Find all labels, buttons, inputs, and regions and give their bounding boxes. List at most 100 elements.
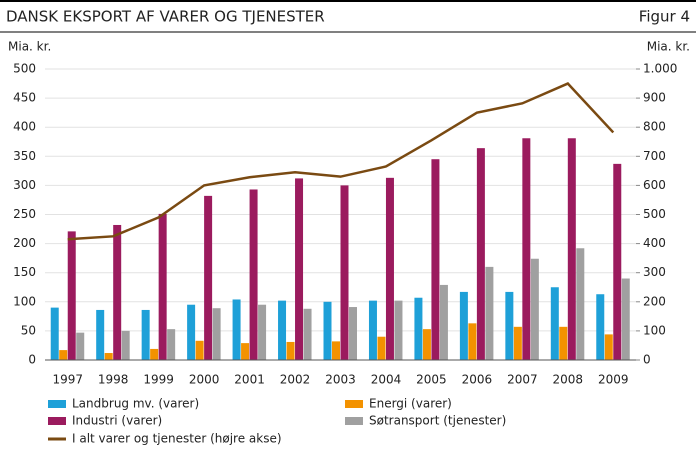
bar [232,299,241,360]
bar [530,258,539,360]
x-tick-label: 2003 [325,373,356,387]
x-tick-label: 2005 [416,373,447,387]
y-tick-label: 400 [13,120,36,134]
x-tick-label: 1997 [52,373,83,387]
legend-swatch [345,400,363,408]
bar [567,138,576,360]
bar [295,178,304,360]
total-line [67,82,615,241]
y2-tick-label: 200 [643,294,666,308]
bar [522,138,531,360]
bar [286,341,295,360]
legend-label: Landbrug mv. (varer) [72,397,199,411]
bar [67,231,76,360]
legend-swatch [48,400,66,408]
bar [559,326,568,360]
x-tick-label: 2000 [189,373,220,387]
bar [485,266,494,360]
x-tick-label: 2008 [553,373,584,387]
bar [187,304,196,360]
bar [76,332,85,360]
y-tick-label: 50 [21,323,36,337]
x-tick-label: 2006 [462,373,493,387]
bar [332,341,340,360]
chart-title: DANSK EKSPORT AF VARER OG TJENESTER [6,8,325,26]
y-tick-label: 300 [13,178,36,192]
bar [385,177,394,360]
bar [377,336,386,360]
bar [212,308,221,360]
legend-label: I alt varer og tjenester (højre akse) [72,432,282,446]
bar [303,308,312,360]
bar [204,195,213,360]
bar [513,326,522,360]
bar [550,287,559,360]
bar [113,224,122,360]
legend-swatch [48,417,66,425]
y2-tick-label: 300 [643,265,666,279]
bar [468,323,477,360]
bar [121,330,130,360]
y2-tick-label: 1.000 [643,62,677,76]
y2-tick-label: 100 [643,323,666,337]
bar [576,248,585,360]
x-tick-label: 2004 [371,373,402,387]
y2-axis-label: Mia. kr. [647,40,690,54]
y2-tick-label: 0 [643,353,651,367]
bar [249,189,258,360]
y-axis-label: Mia. kr. [8,40,51,54]
x-tick-label: 2001 [234,373,265,387]
bar [278,300,287,360]
legend-label: Industri (varer) [72,414,162,428]
y-tick-label: 150 [13,265,36,279]
bar [613,163,622,360]
x-tick-label: 1998 [98,373,129,387]
x-tick-label: 2002 [280,373,311,387]
y-tick-label: 100 [13,294,36,308]
bar [349,307,357,360]
figure-label: Figur 4 [639,8,690,26]
bar [141,309,150,360]
bar [459,291,468,360]
bar [604,334,613,360]
legend-label: Energi (varer) [369,397,452,411]
bar [59,350,68,360]
bar [422,329,431,360]
legend-swatch [345,417,363,425]
bar [150,348,159,360]
x-tick-label: 1999 [143,373,174,387]
bar [476,148,485,360]
bar [241,343,250,360]
y-tick-label: 350 [13,149,36,163]
y-tick-label: 500 [13,62,36,76]
bar [621,278,630,360]
y-tick-label: 200 [13,236,36,250]
legend-label: Søtransport (tjenester) [369,414,506,428]
x-tick-label: 2007 [507,373,538,387]
bar [368,300,377,360]
bar [195,340,204,360]
bar [394,300,403,360]
bar [505,291,514,360]
y2-tick-label: 900 [643,91,666,105]
bar [340,185,349,360]
bar [323,301,332,360]
bar [596,294,605,360]
y-tick-label: 0 [28,353,36,367]
y-tick-label: 250 [13,207,36,221]
y2-tick-label: 500 [643,207,666,221]
bar [439,284,448,360]
bar [158,213,167,360]
y2-tick-label: 800 [643,120,666,134]
bar [96,309,105,360]
bar [431,159,440,360]
y-tick-label: 450 [13,91,36,105]
y2-tick-label: 600 [643,178,666,192]
bar [104,353,113,360]
y2-tick-label: 400 [643,236,666,250]
bar [50,307,59,360]
bar [258,304,267,360]
x-tick-label: 2009 [598,373,629,387]
y2-tick-label: 700 [643,149,666,163]
